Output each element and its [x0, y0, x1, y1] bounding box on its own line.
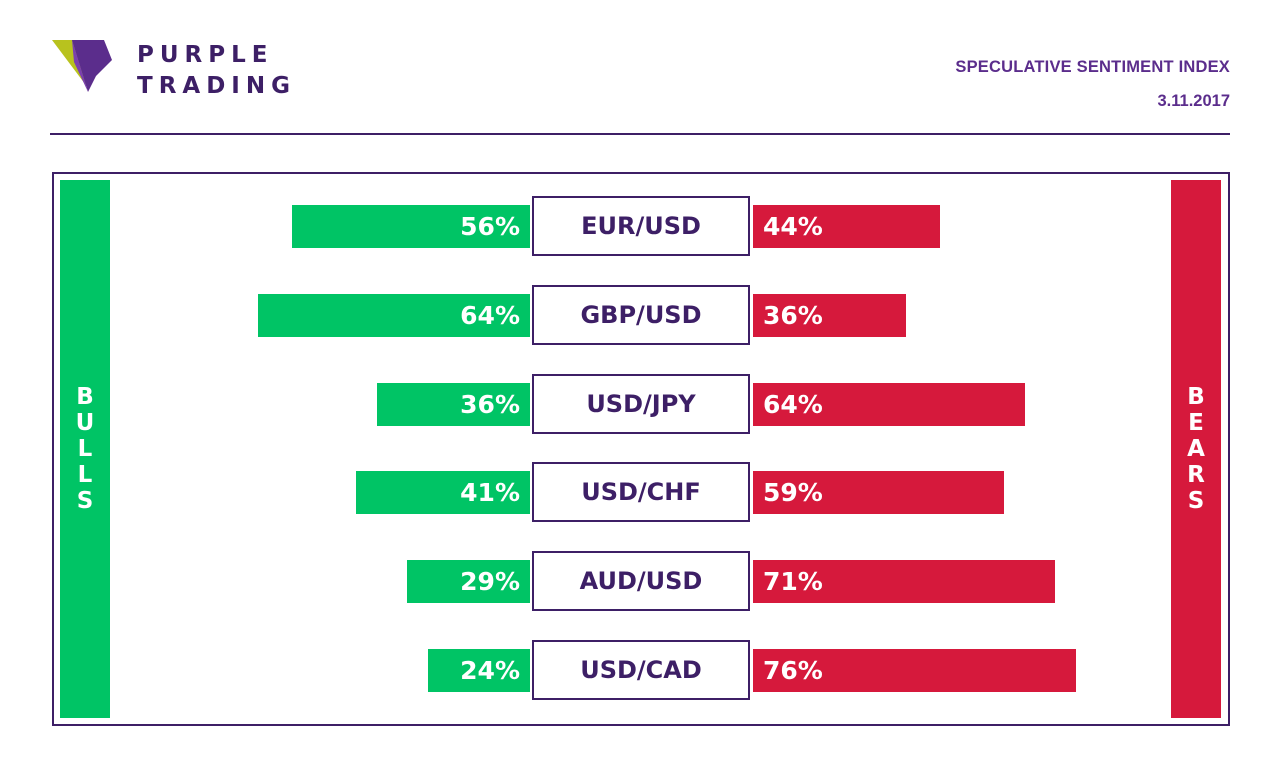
chart-frame	[52, 172, 1230, 726]
bull-value-label: 41%	[460, 478, 520, 507]
bulls-legend-letter: B	[76, 384, 94, 410]
purple-trading-logo-icon	[52, 40, 112, 92]
bull-value-label: 29%	[460, 567, 520, 596]
bull-bar: 41%	[355, 471, 530, 514]
bear-bar: 59%	[753, 471, 1004, 514]
bear-bar: 64%	[753, 383, 1025, 426]
currency-pair-label: USD/CAD	[532, 640, 750, 700]
brand-name: PURPLE TRADING	[137, 40, 296, 102]
bears-legend-letter: S	[1187, 488, 1205, 514]
bull-bar: 24%	[428, 649, 530, 692]
currency-pair-label: AUD/USD	[532, 551, 750, 611]
bear-value-label: 64%	[763, 390, 823, 419]
bulls-legend-letter: S	[76, 488, 94, 514]
page-date: 3.11.2017	[1157, 92, 1231, 110]
bull-value-label: 56%	[460, 212, 520, 241]
bear-value-label: 71%	[763, 567, 823, 596]
bear-value-label: 59%	[763, 478, 823, 507]
bull-value-label: 24%	[460, 656, 520, 685]
bull-bar: 36%	[377, 383, 530, 426]
header-divider	[50, 133, 1230, 135]
bull-bar: 64%	[258, 294, 530, 337]
bear-bar: 76%	[753, 649, 1076, 692]
brand-line-2: TRADING	[137, 73, 296, 99]
bulls-legend-letter: L	[77, 436, 93, 462]
bears-legend-letter: R	[1187, 462, 1205, 488]
bear-value-label: 76%	[763, 656, 823, 685]
bear-bar: 36%	[753, 294, 906, 337]
bear-value-label: 44%	[763, 212, 823, 241]
bulls-legend-letter: L	[77, 462, 93, 488]
bears-legend-letter: E	[1188, 410, 1204, 436]
bull-bar: 56%	[292, 205, 530, 248]
bear-value-label: 36%	[763, 301, 823, 330]
bears-legend-letter: A	[1187, 436, 1205, 462]
currency-pair-label: USD/CHF	[532, 462, 750, 522]
bears-legend-letter: B	[1187, 384, 1205, 410]
bulls-legend-letter: U	[75, 410, 95, 436]
page-title: SPECULATIVE SENTIMENT INDEX	[955, 58, 1230, 76]
bull-bar: 29%	[406, 560, 530, 603]
bull-value-label: 36%	[460, 390, 520, 419]
bear-bar: 71%	[753, 560, 1055, 603]
currency-pair-label: EUR/USD	[532, 196, 750, 256]
currency-pair-label: GBP/USD	[532, 285, 750, 345]
bear-bar: 44%	[753, 205, 940, 248]
currency-pair-label: USD/JPY	[532, 374, 750, 434]
brand-line-1: PURPLE	[137, 42, 274, 68]
bull-value-label: 64%	[460, 301, 520, 330]
